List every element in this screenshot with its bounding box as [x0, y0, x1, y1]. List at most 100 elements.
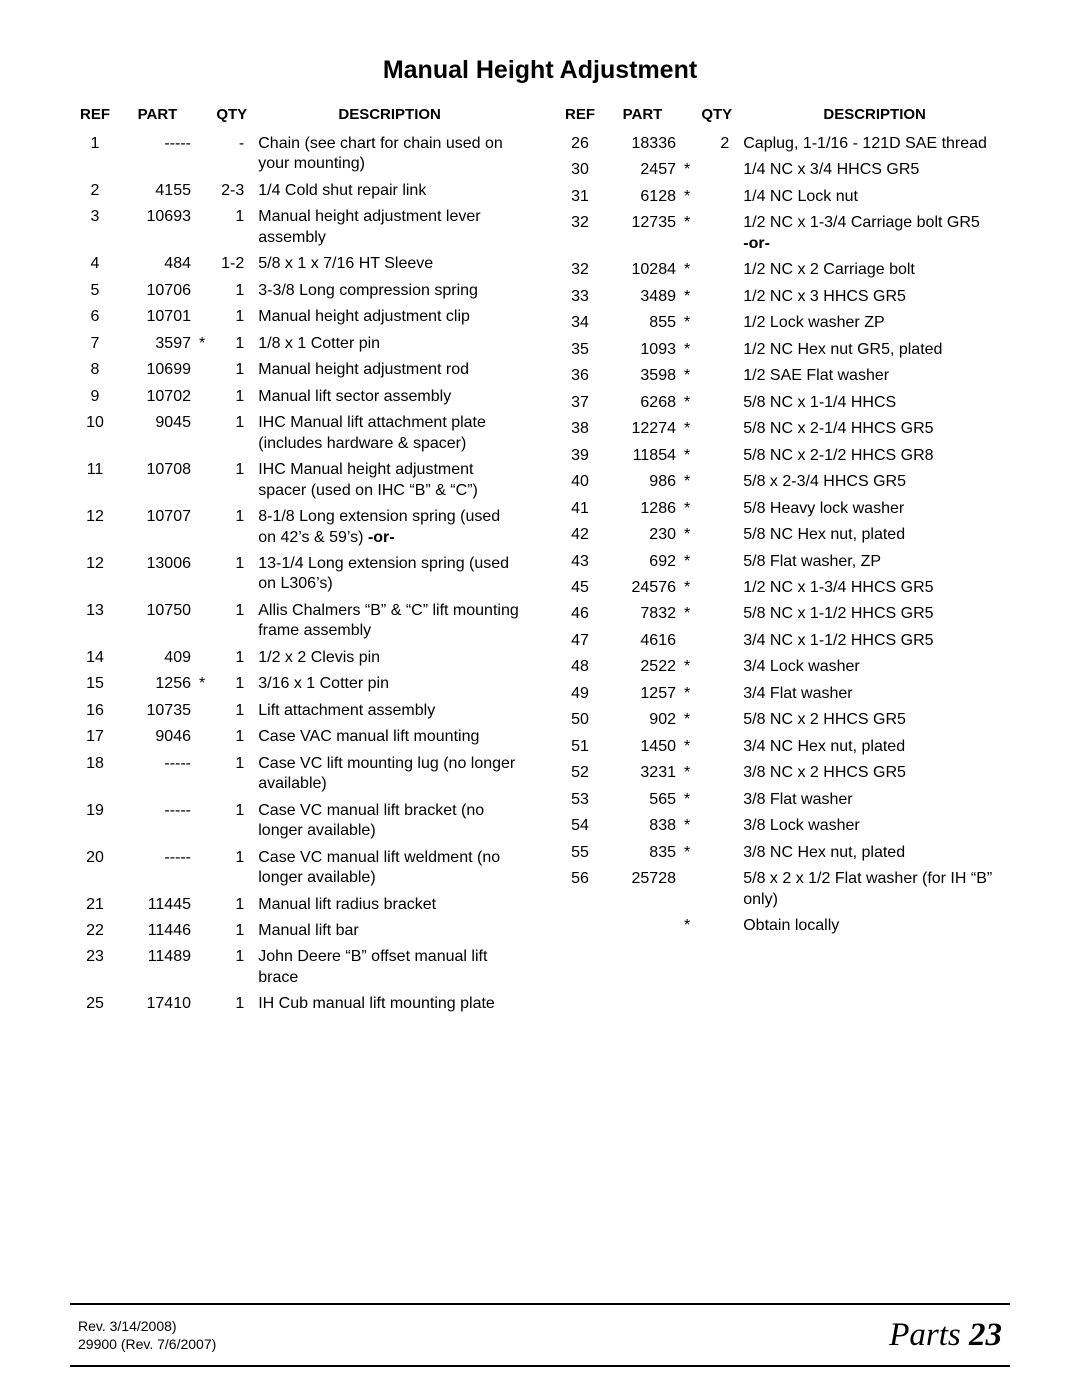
- col-header-ref: REF: [555, 103, 605, 131]
- cell-ref: 22: [70, 918, 120, 944]
- cell-part: 835: [605, 840, 680, 866]
- footer-revision: Rev. 3/14/2008) 29900 (Rev. 7/6/2007): [78, 1317, 216, 1353]
- footnote-row: *Obtain locally: [555, 913, 1010, 939]
- table-row: 491257*3/4 Flat washer: [555, 681, 1010, 707]
- cell-part: 17410: [120, 991, 195, 1017]
- cell-part: 11489: [120, 944, 195, 991]
- cell-qty: 1: [209, 551, 254, 598]
- cell-ref: 46: [555, 601, 605, 627]
- cell-description: 3/4 Flat washer: [739, 681, 1010, 707]
- cell-ref: 51: [555, 734, 605, 760]
- cell-part: 902: [605, 707, 680, 733]
- cell-asterisk: [195, 384, 209, 410]
- cell-description: Lift attachment assembly: [254, 698, 525, 724]
- cell-description: 5/8 x 2-3/4 HHCS GR5: [739, 469, 1010, 495]
- cell-asterisk: *: [195, 331, 209, 357]
- cell-qty: 1: [209, 410, 254, 457]
- cell-part: 11445: [120, 892, 195, 918]
- cell-ref: 34: [555, 310, 605, 336]
- cell-part: -----: [120, 751, 195, 798]
- cell-description: 5/8 NC x 2-1/2 HHCS GR8: [739, 443, 1010, 469]
- cell-asterisk: *: [680, 522, 694, 548]
- table-row: 467832*5/8 NC x 1-1/2 HHCS GR5: [555, 601, 1010, 627]
- cell-part: 838: [605, 813, 680, 839]
- table-row: 56257285/8 x 2 x 1/2 Flat washer (for IH…: [555, 866, 1010, 913]
- parts-column-left: REF PART QTY DESCRIPTION 1------Chain (s…: [70, 103, 525, 1018]
- cell-ref: 50: [555, 707, 605, 733]
- cell-part: 2522: [605, 654, 680, 680]
- table-row: 26183362Caplug, 1-1/16 - 121D SAE thread: [555, 131, 1010, 157]
- cell-ref: 13: [70, 598, 120, 645]
- cell-ref: 37: [555, 390, 605, 416]
- cell-ref: 36: [555, 363, 605, 389]
- table-row: 13107501Allis Chalmers “B” & “C” lift mo…: [70, 598, 525, 645]
- cell-qty: -: [209, 131, 254, 178]
- cell-description: Manual height adjustment clip: [254, 304, 525, 330]
- cell-ref: 45: [555, 575, 605, 601]
- cell-ref: 49: [555, 681, 605, 707]
- cell-part: 409: [120, 645, 195, 671]
- table-row: 3212735*1/2 NC x 1-3/4 Carriage bolt GR5…: [555, 210, 1010, 257]
- cell-part: 3231: [605, 760, 680, 786]
- cell-part: 3597: [120, 331, 195, 357]
- cell-description: 5/8 x 2 x 1/2 Flat washer (for IH “B” on…: [739, 866, 1010, 913]
- cell-asterisk: *: [680, 184, 694, 210]
- table-row: 20-----1Case VC manual lift weldment (no…: [70, 845, 525, 892]
- cell-part: 10708: [120, 457, 195, 504]
- table-row: 19-----1Case VC manual lift bracket (no …: [70, 798, 525, 845]
- cell-ref: 8: [70, 357, 120, 383]
- cell-description: 3/4 NC Hex nut, plated: [739, 734, 1010, 760]
- cell-ref: 52: [555, 760, 605, 786]
- cell-asterisk: [680, 131, 694, 157]
- cell-qty: [694, 416, 739, 442]
- cell-asterisk: *: [680, 496, 694, 522]
- table-row: 1790461Case VAC manual lift mounting: [70, 724, 525, 750]
- table-row: 4746163/4 NC x 1-1/2 HHCS GR5: [555, 628, 1010, 654]
- cell-qty: 1: [209, 278, 254, 304]
- cell-part: 10284: [605, 257, 680, 283]
- cell-description: 1/2 NC x 1-3/4 Carriage bolt GR5-or-: [739, 210, 1010, 257]
- table-row: 1213006113-1/4 Long extension spring (us…: [70, 551, 525, 598]
- table-row: 18-----1Case VC lift mounting lug (no lo…: [70, 751, 525, 798]
- cell-ref: 21: [70, 892, 120, 918]
- cell-part: 6128: [605, 184, 680, 210]
- table-row: 16107351Lift attachment assembly: [70, 698, 525, 724]
- table-row: 482522*3/4 Lock washer: [555, 654, 1010, 680]
- parts-columns: REF PART QTY DESCRIPTION 1------Chain (s…: [70, 103, 1010, 1018]
- table-row: 302457*1/4 NC x 3/4 HHCS GR5: [555, 157, 1010, 183]
- cell-qty: 1: [209, 944, 254, 991]
- cell-qty: [694, 601, 739, 627]
- cell-part: 24576: [605, 575, 680, 601]
- cell-qty: [694, 210, 739, 257]
- cell-description: Allis Chalmers “B” & “C” lift mounting f…: [254, 598, 525, 645]
- cell-description: 5/8 NC x 2 HHCS GR5: [739, 707, 1010, 733]
- cell-description: Manual height adjustment rod: [254, 357, 525, 383]
- cell-part: 10707: [120, 504, 195, 551]
- cell-qty: [694, 628, 739, 654]
- cell-qty: 2-3: [209, 178, 254, 204]
- col-header-ast: [195, 103, 209, 131]
- cell-ref: 47: [555, 628, 605, 654]
- cell-asterisk: *: [680, 416, 694, 442]
- cell-part: 4155: [120, 178, 195, 204]
- table-row: 241552-31/4 Cold shut repair link: [70, 178, 525, 204]
- cell-ref: 53: [555, 787, 605, 813]
- cell-part: 986: [605, 469, 680, 495]
- cell-qty: [694, 787, 739, 813]
- page-title: Manual Height Adjustment: [70, 56, 1010, 85]
- table-row: 6107011Manual height adjustment clip: [70, 304, 525, 330]
- cell-part: 4616: [605, 628, 680, 654]
- cell-asterisk: [195, 598, 209, 645]
- cell-part: 11446: [120, 918, 195, 944]
- table-row: 351093*1/2 NC Hex nut GR5, plated: [555, 337, 1010, 363]
- footer-page-label: Parts 23: [889, 1317, 1002, 1354]
- cell-asterisk: [195, 751, 209, 798]
- cell-asterisk: *: [680, 787, 694, 813]
- cell-qty: [694, 469, 739, 495]
- cell-ref: 35: [555, 337, 605, 363]
- cell-qty: 1: [209, 204, 254, 251]
- cell-asterisk: [195, 410, 209, 457]
- cell-qty: [694, 840, 739, 866]
- table-row: 50902*5/8 NC x 2 HHCS GR5: [555, 707, 1010, 733]
- cell-qty: 1: [209, 331, 254, 357]
